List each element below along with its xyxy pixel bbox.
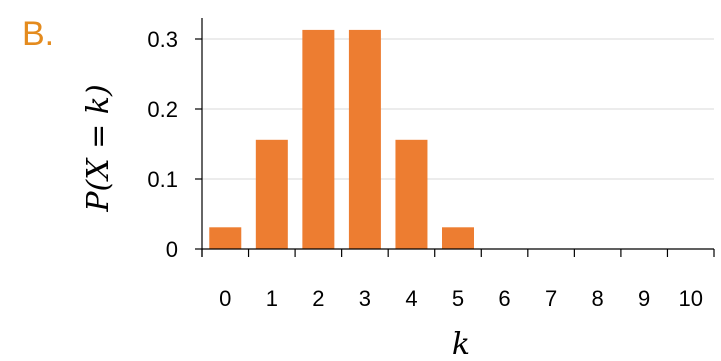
x-axis-title: k [452, 327, 470, 361]
x-tick-label: 7 [545, 286, 557, 311]
axes [195, 18, 715, 257]
x-tick-label: 1 [266, 286, 278, 311]
bars [209, 29, 474, 250]
bar-0 [209, 227, 242, 249]
bar-2 [302, 29, 335, 250]
bar-4 [395, 139, 428, 249]
x-tick-label: 8 [592, 286, 604, 311]
y-tick-label: 0 [166, 237, 178, 262]
panel-label: B. [22, 15, 54, 53]
y-axis-title: P(X = k) [81, 84, 116, 212]
bar-1 [255, 139, 288, 249]
x-tick-label: 9 [638, 286, 650, 311]
x-tick-label: 6 [498, 286, 510, 311]
x-tick-label: 4 [405, 286, 417, 311]
x-tick-label: 0 [219, 286, 231, 311]
x-tick-label: 2 [312, 286, 324, 311]
x-tick-labels: 0 1 2 3 4 5 6 7 8 9 10 [219, 286, 703, 311]
x-tick-label: 10 [678, 286, 702, 311]
x-tick-label: 5 [452, 286, 464, 311]
bar-5 [442, 227, 474, 249]
x-tick-label: 3 [359, 286, 371, 311]
y-tick-label: 0.1 [147, 167, 178, 192]
y-tick-label: 0.2 [147, 97, 178, 122]
y-tick-labels: 0 0.1 0.2 0.3 [147, 27, 178, 262]
bar-3 [348, 29, 381, 250]
y-tick-label: 0.3 [147, 27, 178, 52]
